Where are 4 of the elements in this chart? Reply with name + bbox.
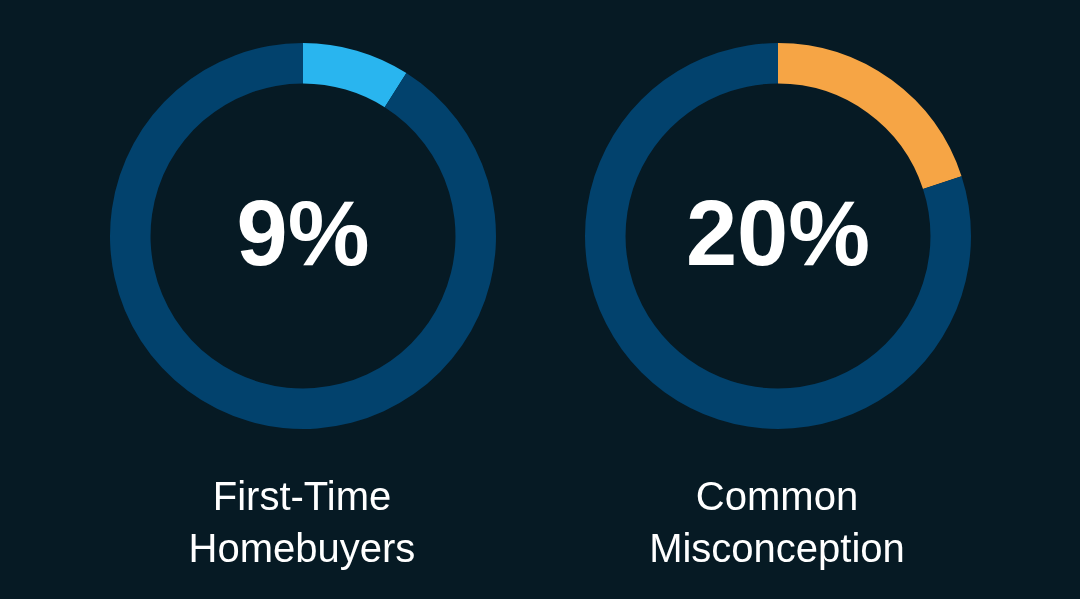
text: Common Misconception: [648, 473, 906, 572]
text: First-Time Homebuyers: [187, 473, 417, 572]
data-label: 9%: [236, 182, 370, 285]
data-label: 20%: [685, 182, 871, 285]
